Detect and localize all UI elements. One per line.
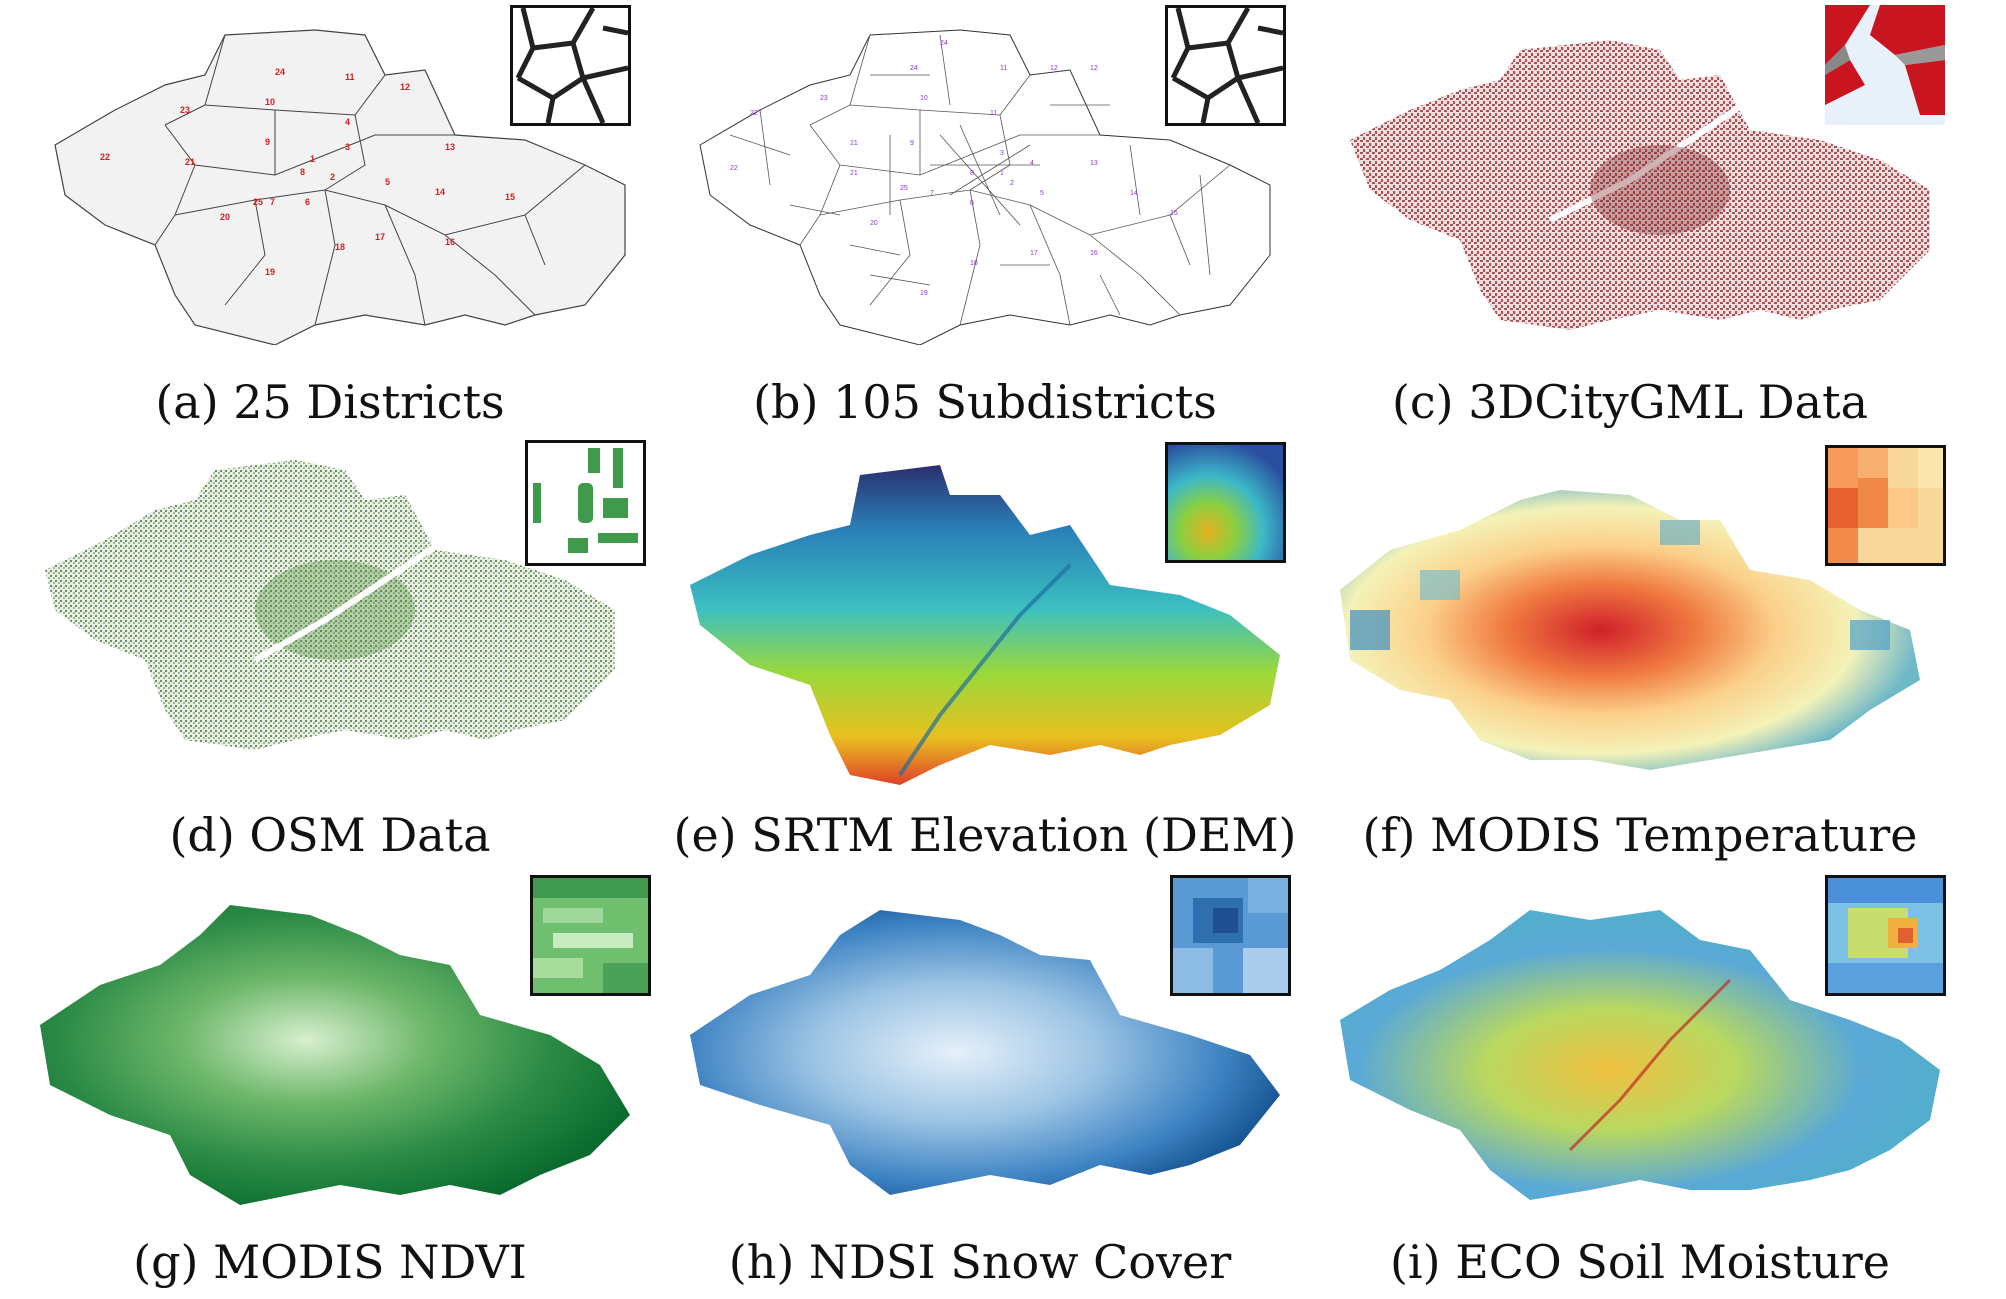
svg-text:24: 24 [275,67,285,77]
inset-d [525,440,646,566]
svg-text:21: 21 [185,157,195,167]
svg-text:14: 14 [435,187,445,197]
svg-text:16: 16 [445,237,455,247]
srtm-elevation-map [690,465,1280,785]
svg-text:12: 12 [1090,65,1098,72]
inset-c [1825,5,1945,125]
svg-text:8: 8 [300,167,305,177]
svg-text:23: 23 [820,95,828,102]
svg-text:12: 12 [400,82,410,92]
svg-text:7: 7 [270,197,275,207]
district-borders [154,34,586,326]
svg-text:18: 18 [335,242,345,252]
panel-h: (h) NDSI Snow Cover [660,875,1320,1299]
svg-text:25: 25 [900,185,908,192]
caption-d: (d) OSM Data [169,808,491,862]
svg-text:9: 9 [265,137,270,147]
svg-text:20: 20 [870,220,878,227]
svg-text:17: 17 [375,232,385,242]
inset-i [1825,875,1946,996]
caption-a: (a) 25 Districts [155,375,505,429]
svg-text:25: 25 [253,197,263,207]
svg-text:5: 5 [1040,190,1044,197]
districts-map: 1 2 3 4 5 6 7 8 9 10 11 12 13 14 15 16 1… [54,29,626,345]
subdistrict-borders [729,34,1231,326]
svg-text:16: 16 [1090,250,1098,257]
panel-c: (c) 3DCityGML Data [1320,0,2006,440]
svg-text:15: 15 [505,192,515,202]
svg-text:15: 15 [1170,210,1178,217]
panel-f: (f) MODIS Temperature [1320,440,2006,875]
inset-f [1825,445,1946,566]
svg-text:23: 23 [180,105,190,115]
svg-text:18: 18 [970,260,978,267]
svg-text:7: 7 [930,190,934,197]
svg-text:22: 22 [100,152,110,162]
inset-b [1165,5,1286,126]
svg-text:21: 21 [850,140,858,147]
svg-text:1: 1 [310,154,315,164]
svg-text:2: 2 [1010,180,1014,187]
svg-text:1: 1 [1000,170,1004,177]
svg-text:13: 13 [1090,160,1098,167]
svg-text:20: 20 [220,212,230,222]
panel-a: 1 2 3 4 5 6 7 8 9 10 11 12 13 14 15 16 1… [0,0,660,440]
eco-soil-moisture-map [1340,910,1940,1200]
inset-g [530,875,651,996]
svg-text:6: 6 [970,200,974,207]
modis-ndvi-map [40,905,630,1205]
inset-a [510,5,631,126]
svg-text:14: 14 [1130,190,1138,197]
svg-text:4: 4 [1030,160,1034,167]
panel-e: (e) SRTM Elevation (DEM) [660,440,1320,875]
svg-text:9: 9 [910,140,914,147]
svg-text:10: 10 [265,97,275,107]
svg-text:22: 22 [750,110,758,117]
caption-h: (h) NDSI Snow Cover [728,1235,1232,1289]
citygml-buildings-map [1350,40,1930,330]
svg-text:11: 11 [345,72,355,82]
svg-text:19: 19 [920,290,928,297]
svg-text:8: 8 [970,170,974,177]
svg-text:3: 3 [345,142,350,152]
panel-i: (i) ECO Soil Moisture [1320,875,2006,1299]
caption-g: (g) MODIS NDVI [133,1235,527,1289]
panel-g: (g) MODIS NDVI [0,875,660,1299]
svg-text:21: 21 [850,170,858,177]
caption-e: (e) SRTM Elevation (DEM) [673,808,1297,862]
svg-text:10: 10 [920,95,928,102]
panel-d: (d) OSM Data [0,440,660,875]
svg-text:24: 24 [940,40,948,47]
svg-text:24: 24 [910,65,918,72]
inset-h [1170,875,1291,996]
svg-text:13: 13 [445,142,455,152]
svg-text:4: 4 [345,117,350,127]
svg-text:12: 12 [1050,65,1058,72]
caption-c: (c) 3DCityGML Data [1391,375,1869,429]
svg-text:11: 11 [1000,65,1007,72]
panel-b: 24 24 11 12 12 23 22 10 11 21 9 3 4 13 14 15 16 17 1… [660,0,1320,440]
svg-text:19: 19 [265,267,275,277]
svg-text:6: 6 [305,197,310,207]
caption-f: (f) MODIS Temperature [1362,808,1918,862]
caption-b: (b) 105 Subdistricts [753,375,1217,429]
caption-i: (i) ECO Soil Moisture [1389,1235,1891,1289]
ndsi-snow-cover-map [690,910,1280,1195]
svg-text:22: 22 [730,165,738,172]
inset-e [1165,442,1286,563]
svg-text:2: 2 [330,172,335,182]
modis-temperature-map [1340,490,1920,770]
osm-map [45,460,615,750]
pixel-grid [1350,520,1890,650]
svg-text:17: 17 [1030,250,1038,257]
svg-text:3: 3 [1000,150,1004,157]
svg-text:11: 11 [990,110,997,117]
svg-text:5: 5 [385,177,390,187]
district-labels: 1 2 3 4 5 6 7 8 9 10 11 12 13 14 15 16 1… [100,67,515,277]
